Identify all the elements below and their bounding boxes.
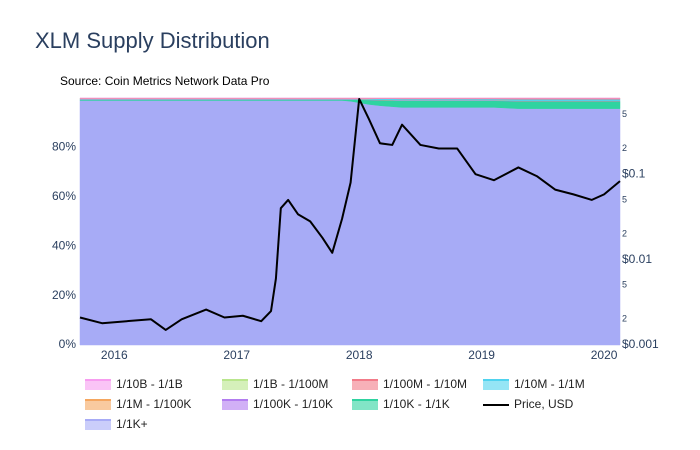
legend-label: 1/10K - 1/1K <box>383 397 450 411</box>
legend-label: 1/1M - 1/100K <box>116 397 191 411</box>
legend-label: 1/100M - 1/10M <box>383 377 467 391</box>
y2-tick-label: 2 <box>622 228 627 238</box>
y-tick-label: 60% <box>52 189 76 203</box>
legend-swatch <box>352 380 378 390</box>
legend-label: Price, USD <box>514 397 574 411</box>
legend-swatch <box>483 380 509 390</box>
y-tick-label: 80% <box>52 140 76 154</box>
y-tick-label: 0% <box>59 337 77 351</box>
legend-label: 1/10B - 1/1B <box>116 377 183 391</box>
legend-label: 1/1K+ <box>116 417 148 431</box>
legend-label: 1/100K - 1/10K <box>253 397 333 411</box>
price-line <box>79 97 621 331</box>
x-tick-label: 2016 <box>101 348 128 362</box>
y2-tick-label: 5 <box>622 109 627 119</box>
legend-swatch <box>222 380 248 390</box>
y2-tick-label: $0.01 <box>622 252 652 266</box>
x-tick-label: 2019 <box>468 348 495 362</box>
y-tick-label: 40% <box>52 238 76 252</box>
x-tick-label: 2020 <box>591 348 618 362</box>
x-tick-label: 2017 <box>223 348 250 362</box>
legend-swatch <box>352 400 378 410</box>
y2-tick-label: 5 <box>622 280 627 290</box>
y2-tick-label: 5 <box>622 194 627 204</box>
chart-subtitle: Source: Coin Metrics Network Data Pro <box>60 74 270 88</box>
legend-swatch <box>85 420 111 430</box>
y-tick-label: 20% <box>52 288 76 302</box>
legend-label: 1/10M - 1/1M <box>514 377 585 391</box>
y2-tick-label: $0.001 <box>622 337 659 351</box>
area <box>79 100 621 346</box>
y2-tick-label: 2 <box>622 314 627 324</box>
y2-tick-label: $0.1 <box>622 166 646 180</box>
legend-swatch <box>222 400 248 410</box>
chart-title: XLM Supply Distribution <box>35 28 270 53</box>
legend-swatch <box>85 380 111 390</box>
legend-label: 1/1B - 1/100M <box>253 377 328 391</box>
x-tick-label: 2018 <box>346 348 373 362</box>
legend-swatch <box>85 400 111 410</box>
y2-tick-label: 2 <box>622 143 627 153</box>
